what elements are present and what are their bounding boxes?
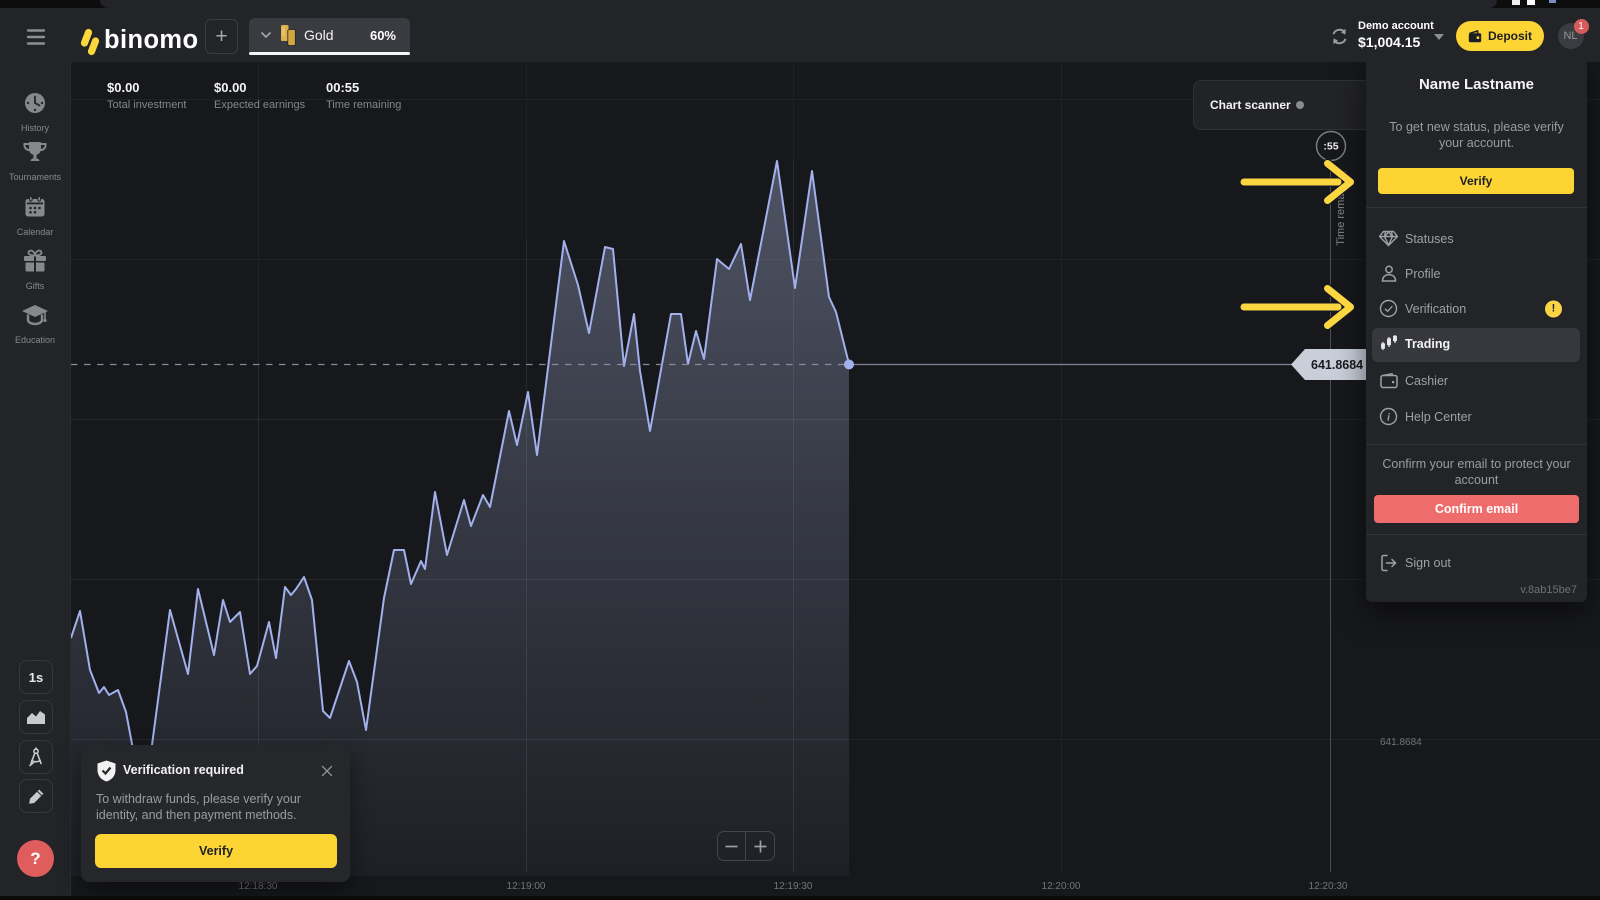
svg-text::55: :55	[1323, 141, 1338, 153]
svg-text:12:19:00: 12:19:00	[507, 881, 546, 892]
svg-text:binomo: binomo	[104, 26, 198, 54]
svg-text:641.8684: 641.8684	[1380, 737, 1422, 748]
svg-text:12:20:00: 12:20:00	[1042, 881, 1081, 892]
svg-text:i: i	[1387, 412, 1391, 424]
svg-text:12:20:30: 12:20:30	[1309, 881, 1348, 892]
svg-text:12:18:30: 12:18:30	[239, 881, 278, 892]
svg-text:641.8684: 641.8684	[1311, 358, 1363, 372]
svg-text:12:19:30: 12:19:30	[774, 881, 813, 892]
